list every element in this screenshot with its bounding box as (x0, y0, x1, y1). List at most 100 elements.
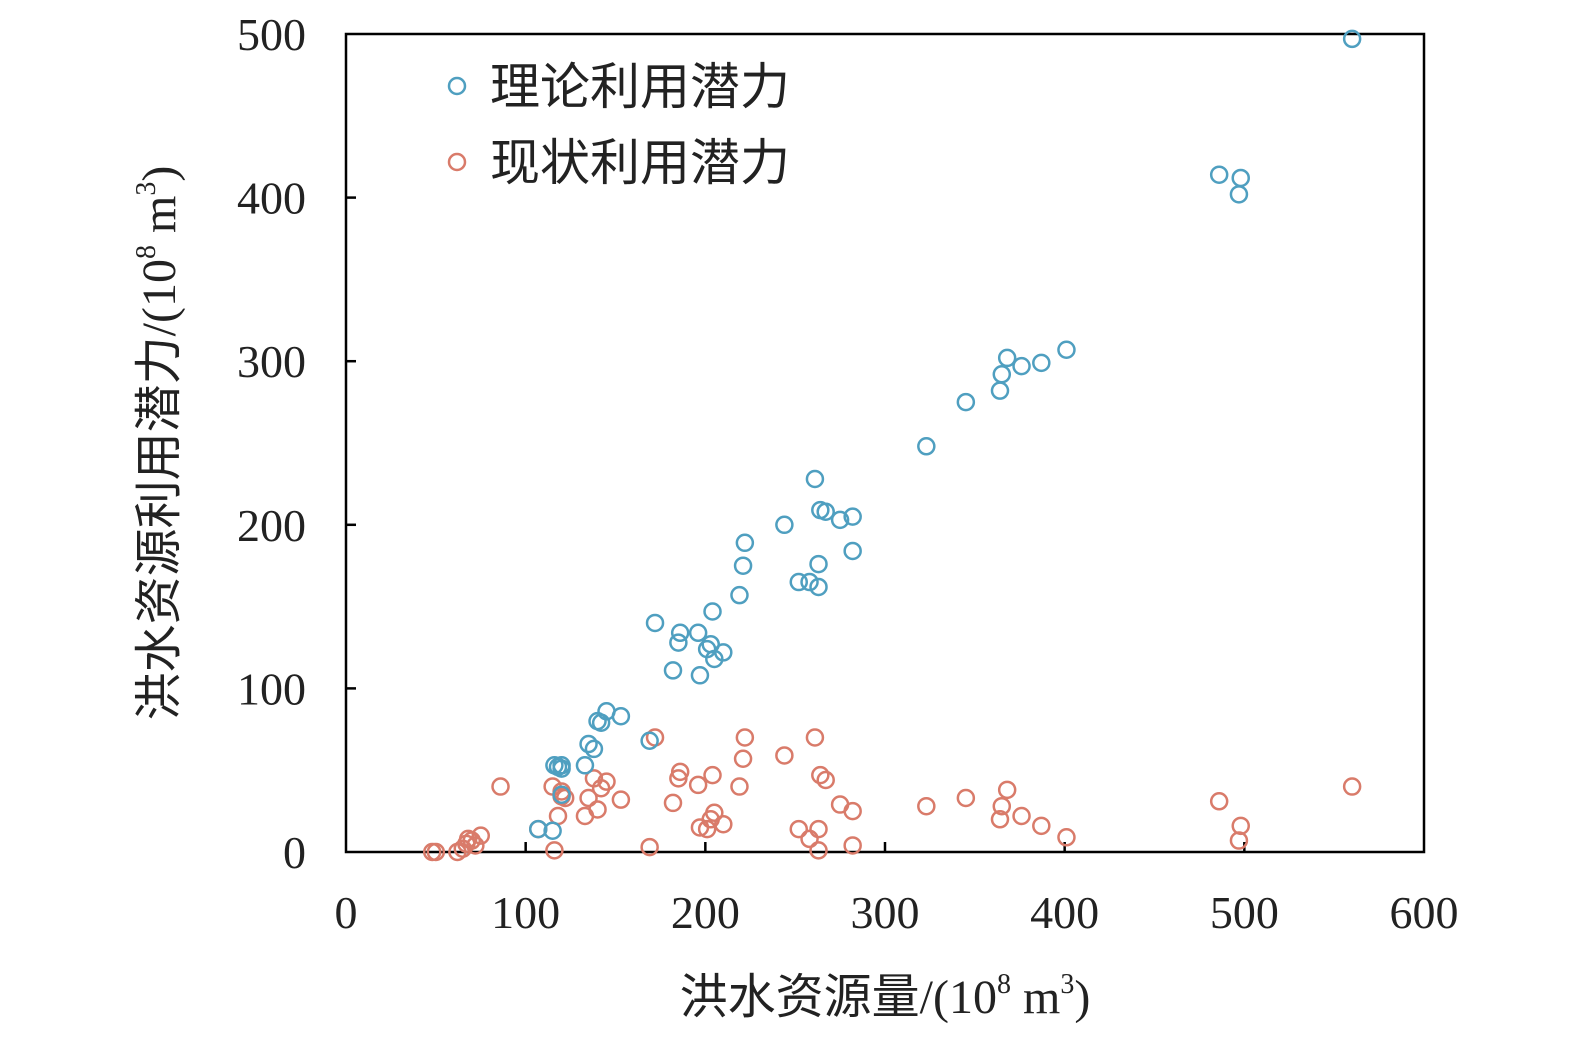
point-theoretical (591, 713, 611, 733)
point-current (714, 814, 733, 834)
point-theoretical (1231, 168, 1250, 188)
y-tick-label: 200 (237, 500, 306, 551)
point-current (466, 836, 485, 855)
point-current (809, 819, 828, 839)
point-current (917, 796, 936, 816)
point-theoretical (1012, 356, 1031, 376)
point-theoretical (735, 533, 755, 553)
point-theoretical (990, 381, 1010, 400)
y-tick-label: 300 (237, 336, 306, 387)
legend-marker-current (447, 152, 467, 172)
legend-label-current: 现状利用潜力 (490, 135, 790, 191)
point-current (703, 765, 722, 785)
point-theoretical (552, 785, 571, 804)
point-current (491, 777, 510, 796)
point-theoretical (703, 602, 722, 621)
point-current (1231, 816, 1250, 836)
data-points (422, 29, 1362, 862)
point-current (426, 842, 446, 862)
point-current (997, 780, 1017, 800)
point-current (1342, 777, 1362, 796)
y-tick-label: 100 (237, 663, 306, 714)
x-tick-label: 400 (1030, 887, 1099, 938)
point-current (545, 841, 564, 860)
y-axis-title: 洪水资源利用潜力/(108 m3) (131, 166, 186, 721)
point-theoretical (816, 502, 835, 521)
x-tick-label: 300 (851, 887, 920, 938)
point-current (1209, 792, 1229, 811)
point-current (992, 796, 1012, 816)
point-theoretical (843, 507, 862, 526)
point-theoretical (789, 572, 809, 592)
point-current (690, 818, 710, 837)
point-current (697, 819, 717, 839)
point-theoretical (1342, 29, 1362, 49)
point-current (663, 793, 683, 813)
point-current (688, 775, 708, 795)
point-theoretical (670, 623, 690, 643)
x-tick-label: 100 (491, 887, 560, 938)
legend-marker-theoretical (447, 76, 467, 96)
point-theoretical (733, 556, 753, 575)
point-theoretical (575, 756, 595, 775)
point-theoretical (997, 348, 1017, 368)
point-current (843, 801, 862, 821)
point-theoretical (663, 661, 683, 680)
x-tick-label: 0 (335, 887, 358, 938)
point-current (1032, 816, 1051, 836)
point-current (811, 765, 830, 785)
point-current (735, 728, 755, 747)
y-tick-label: 0 (283, 827, 306, 878)
point-current (1229, 831, 1249, 850)
point-current (789, 819, 809, 839)
point-current (1012, 806, 1031, 826)
point-current (1057, 828, 1076, 847)
point-theoretical (528, 819, 548, 839)
point-current (579, 788, 598, 808)
point-theoretical (690, 666, 710, 685)
point-theoretical (645, 613, 665, 633)
point-theoretical (611, 706, 631, 726)
x-tick-label: 600 (1390, 887, 1459, 938)
point-theoretical (579, 734, 598, 754)
x-tick-label: 500 (1210, 887, 1279, 938)
point-theoretical (809, 554, 828, 574)
point-current (555, 788, 575, 808)
point-theoretical (548, 757, 568, 777)
point-theoretical (956, 392, 976, 412)
point-current (471, 826, 490, 845)
y-tick-label: 500 (237, 9, 306, 60)
point-current (816, 770, 835, 790)
point-current (775, 746, 794, 765)
point-current (805, 728, 825, 747)
legend-label-theoretical: 理论利用潜力 (490, 59, 790, 115)
point-current (705, 803, 724, 822)
point-theoretical (669, 633, 688, 652)
point-theoretical (1057, 340, 1076, 359)
point-current (800, 829, 819, 849)
point-theoretical (775, 515, 794, 535)
point-theoretical (1229, 185, 1249, 204)
point-theoretical (843, 541, 862, 561)
point-theoretical (809, 577, 828, 597)
point-current (611, 790, 631, 809)
point-theoretical (640, 731, 659, 751)
point-current (462, 831, 482, 850)
point-current (640, 837, 659, 857)
point-current (990, 810, 1010, 829)
point-current (584, 769, 604, 788)
point-current (730, 777, 749, 796)
point-current (733, 749, 753, 768)
legend: 理论利用潜力 现状利用潜力 (447, 59, 790, 191)
point-current (575, 806, 595, 826)
x-tick-label: 200 (671, 887, 740, 938)
y-tick-label: 400 (237, 173, 306, 224)
point-theoretical (800, 572, 819, 592)
x-axis-ticks: 0 100 200 300 400 500 600 (335, 842, 1459, 938)
point-theoretical (697, 639, 717, 659)
point-theoretical (688, 623, 708, 643)
point-theoretical (917, 437, 936, 456)
point-current (956, 788, 976, 808)
point-current (809, 841, 828, 860)
point-theoretical (992, 365, 1012, 384)
